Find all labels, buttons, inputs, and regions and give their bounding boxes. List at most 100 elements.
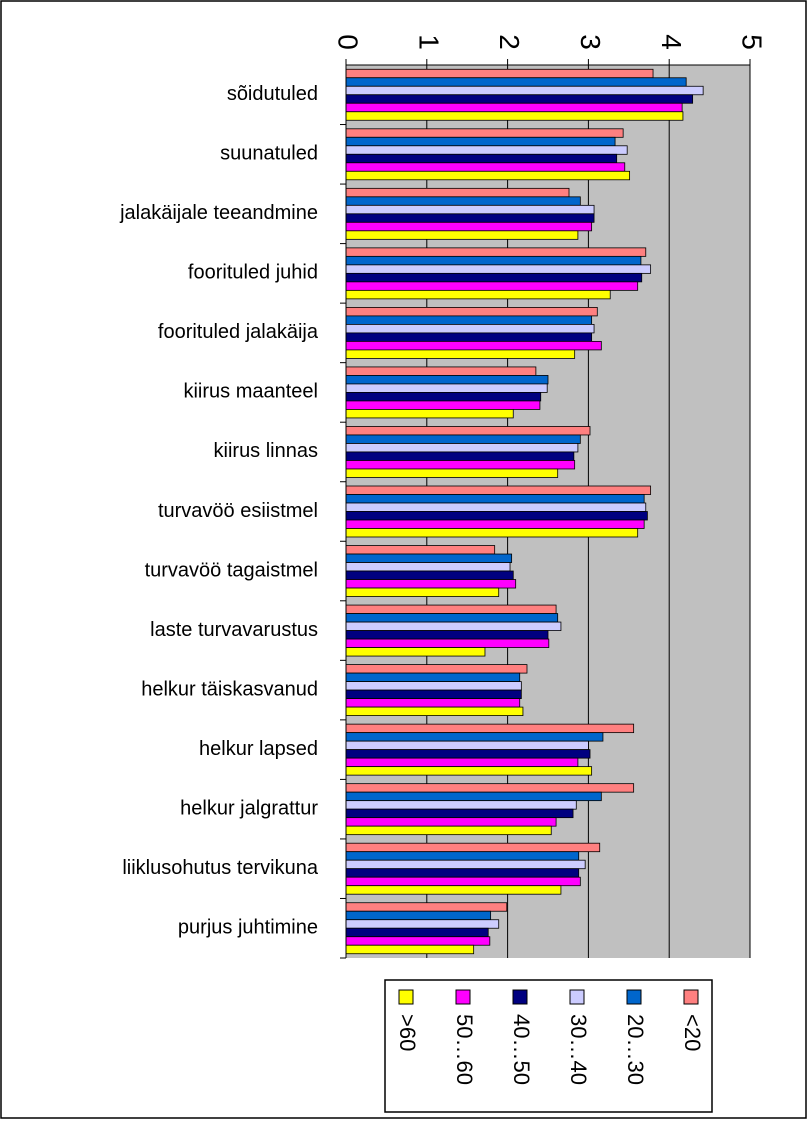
bar [345, 783, 635, 793]
bar [345, 562, 511, 572]
legend-label: 50…60 [452, 1014, 477, 1085]
bar [345, 128, 624, 138]
x-tick-label: 2 [494, 34, 525, 50]
legend-swatch [398, 989, 414, 1005]
bar [345, 289, 611, 300]
bar [345, 460, 576, 470]
bar [345, 255, 642, 266]
bar [345, 800, 577, 810]
bar [345, 485, 652, 495]
y-tick-label: kiirus maanteel [183, 381, 318, 403]
y-tick-label: turvavöö esiistmel [158, 500, 318, 522]
y-tick-label: suunatuled [220, 143, 318, 165]
bar [345, 204, 595, 215]
bar [345, 111, 684, 121]
bar [345, 306, 598, 317]
bar [345, 511, 648, 521]
bar [345, 859, 586, 870]
y-tick-label: sõidutuled [227, 83, 318, 105]
bar [345, 944, 475, 955]
legend-swatch [455, 989, 471, 1005]
bar [345, 392, 542, 402]
y-tick-label: purjus juhtimine [178, 917, 318, 939]
bar [345, 545, 496, 555]
bar [345, 136, 616, 147]
legend-label: 30…40 [566, 1014, 591, 1085]
bar [345, 749, 591, 759]
x-tick-label: 5 [737, 34, 768, 50]
bar [345, 766, 593, 776]
bar [345, 528, 639, 538]
bar [345, 502, 647, 512]
bar [345, 698, 521, 708]
bar [345, 851, 580, 861]
bar [345, 613, 559, 623]
bar [345, 570, 514, 580]
bar [345, 621, 562, 631]
bar [345, 162, 626, 172]
bar [345, 706, 524, 716]
bar [345, 808, 574, 819]
x-tick-label: 4 [656, 34, 687, 50]
legend-box [384, 979, 713, 1113]
bar [345, 689, 522, 699]
x-tick-label: 0 [333, 34, 364, 50]
bar [345, 604, 557, 614]
bar [345, 264, 652, 274]
bar [345, 842, 601, 853]
bar [345, 323, 595, 334]
bar [345, 647, 486, 657]
bar [345, 196, 581, 206]
legend-label: <20 [680, 1014, 705, 1051]
y-tick-label: kiirus linnas [214, 440, 318, 462]
bar [345, 732, 604, 742]
legend-label: 40…50 [509, 1014, 534, 1085]
bar [345, 434, 581, 444]
bar [345, 927, 489, 938]
bar [345, 400, 541, 410]
y-tick-label: liiklusohutus tervikuna [122, 857, 319, 879]
bar [345, 868, 580, 878]
bar [345, 579, 517, 589]
x-tick-label: 3 [575, 34, 606, 50]
bar [345, 315, 593, 325]
bar [345, 426, 591, 436]
legend-swatch [683, 989, 699, 1005]
bar [345, 349, 576, 359]
bar [345, 936, 491, 946]
bar [345, 587, 500, 597]
bar [345, 740, 589, 751]
bar [345, 757, 579, 768]
bar [345, 451, 575, 461]
bar [345, 910, 492, 921]
bar [345, 817, 557, 827]
bar [345, 825, 552, 836]
bar [345, 332, 593, 342]
y-tick-label: helkur täiskasvanud [141, 678, 318, 700]
bar [345, 885, 562, 895]
bar [345, 664, 528, 674]
y-tick-label: jalakäijale teeandmine [119, 202, 318, 224]
bar [345, 919, 500, 929]
bar [345, 187, 570, 198]
bar [345, 494, 645, 504]
bar [345, 375, 549, 385]
bar [345, 340, 602, 351]
bar [345, 85, 704, 96]
bar [345, 630, 549, 640]
bar [345, 77, 687, 87]
legend-label: 20…30 [623, 1014, 648, 1085]
bar [345, 213, 595, 223]
bar [345, 383, 548, 393]
y-tick-label: turvavöö tagaistmel [145, 559, 318, 581]
bar [345, 443, 579, 453]
bar [345, 281, 639, 291]
legend-swatch [512, 989, 528, 1005]
bar [345, 791, 602, 802]
y-tick-label: foorituled juhid [188, 262, 318, 284]
bar [345, 672, 521, 682]
bar [345, 230, 579, 240]
bar [345, 170, 631, 181]
bar [345, 409, 514, 419]
